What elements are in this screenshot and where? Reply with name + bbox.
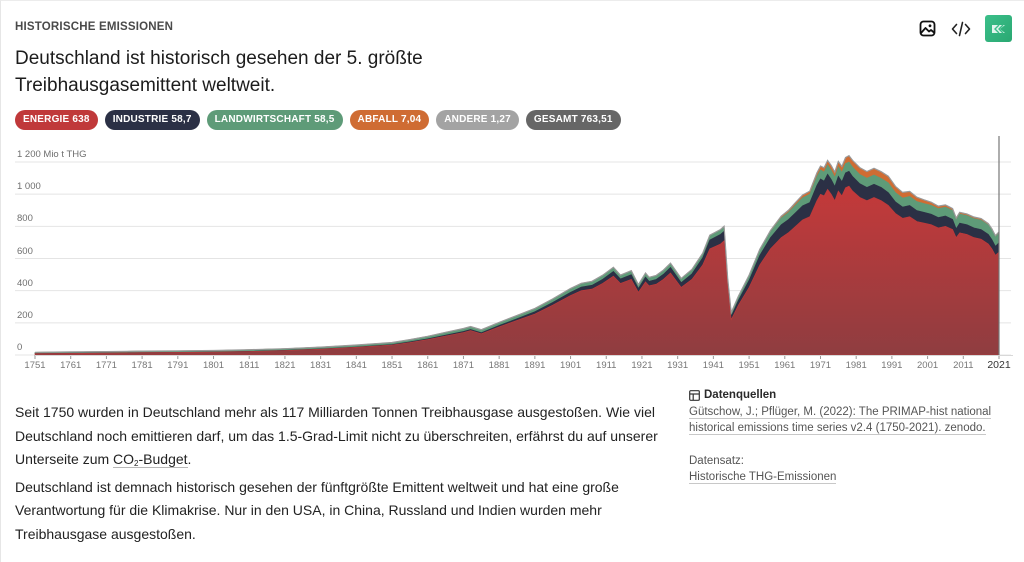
x-tick-label: 1971 (809, 360, 832, 371)
chart-plot[interactable] (1, 131, 1024, 376)
x-tick-label: 1801 (202, 360, 225, 371)
x-tick-label: 1881 (488, 360, 510, 371)
x-tick-label: 1811 (239, 360, 260, 371)
x-tick-label: 1891 (524, 360, 546, 371)
area-energie[interactable] (34, 185, 1000, 356)
description-paragraph-1: Seit 1750 wurden in Deutschland mehr als… (15, 404, 658, 468)
x-tick-label: 1771 (95, 360, 117, 371)
legend-pill-energie[interactable]: ENERGIE 638 (15, 110, 98, 130)
table-icon (689, 389, 700, 401)
y-tick-label: 0 (17, 342, 23, 353)
legend-pill-industrie[interactable]: INDUSTRIE 58,7 (104, 110, 200, 130)
x-tick-label: 2021 (987, 359, 1011, 371)
x-tick-label: 1851 (381, 360, 403, 371)
y-tick-label: 800 (17, 213, 33, 225)
x-tick-label: 1961 (774, 360, 796, 371)
stacked-area-chart[interactable]: 0 200 400 600 800 1 000 1 200 Mio t THG 1751 176… (1, 131, 1024, 376)
legend-pill-gesamt[interactable]: GESAMT 763,51 (525, 110, 621, 130)
x-tick-label: 1761 (60, 360, 82, 371)
legend-pill-landwirtschaft[interactable]: LANDWIRTSCHAFT 58,5 (206, 110, 343, 130)
citation-link[interactable]: Gütschow, J.; Pflüger, M. (2022): The PR… (689, 405, 992, 435)
x-tick-label: 1951 (738, 360, 760, 371)
code-icon[interactable] (951, 19, 971, 39)
x-tick-label: 2001 (917, 360, 939, 371)
section-kicker: HISTORISCHE EMISSIONEN (15, 21, 174, 33)
image-icon[interactable] (917, 19, 937, 39)
data-sources: Datenquellen Gütschow, J.; Pflüger, M. (… (689, 387, 1009, 486)
x-tick-label: 2011 (953, 360, 974, 371)
y-tick-label: 400 (17, 277, 33, 289)
co2-budget-link[interactable]: CO2-Budget (113, 451, 188, 468)
x-tick-label: 1781 (131, 360, 153, 371)
x-tick-label: 1751 (24, 360, 46, 371)
x-tick-label: 1991 (881, 360, 903, 371)
dataset-label: Datensatz: (689, 454, 744, 467)
x-tick-label: 1931 (667, 360, 689, 371)
x-tick-label: 1821 (274, 360, 296, 371)
x-tick-label: 1871 (452, 360, 475, 371)
x-tick-label: 1861 (417, 360, 439, 371)
y-tick-label: 200 (17, 309, 33, 321)
legend-pill-andere[interactable]: ANDERE 1,27 (436, 110, 519, 130)
sources-heading: Datenquellen (689, 387, 1009, 404)
x-tick-label: 1941 (702, 360, 724, 371)
legend: ENERGIE 638 INDUSTRIE 58,7 LANDWIRTSCHAF… (15, 110, 621, 130)
y-tick-label: 1 000 (17, 181, 41, 193)
y-tick-label: 600 (17, 245, 33, 257)
y-tick-label: 1 200 Mio t THG (17, 149, 87, 160)
x-tick-label: 1791 (167, 360, 189, 371)
chart-title: Deutschland ist historisch gesehen der 5… (15, 48, 423, 96)
x-tick-label: 1831 (310, 360, 332, 371)
description-paragraph-2: Deutschland ist demnach historisch geseh… (15, 478, 619, 542)
description: Seit 1750 wurden in Deutschland mehr als… (15, 401, 665, 546)
x-tick-label: 1841 (345, 360, 367, 371)
x-tick-label: 1921 (631, 360, 653, 371)
x-tick-label: 1911 (596, 360, 617, 371)
x-tick-label: 1981 (845, 360, 867, 371)
brand-logo-icon[interactable] (985, 15, 1012, 42)
x-tick-label: 1901 (559, 360, 582, 371)
toolbar (917, 15, 1012, 42)
legend-pill-abfall[interactable]: ABFALL 7,04 (349, 110, 430, 130)
dataset-link[interactable]: Historische THG-Emissionen (689, 471, 837, 484)
